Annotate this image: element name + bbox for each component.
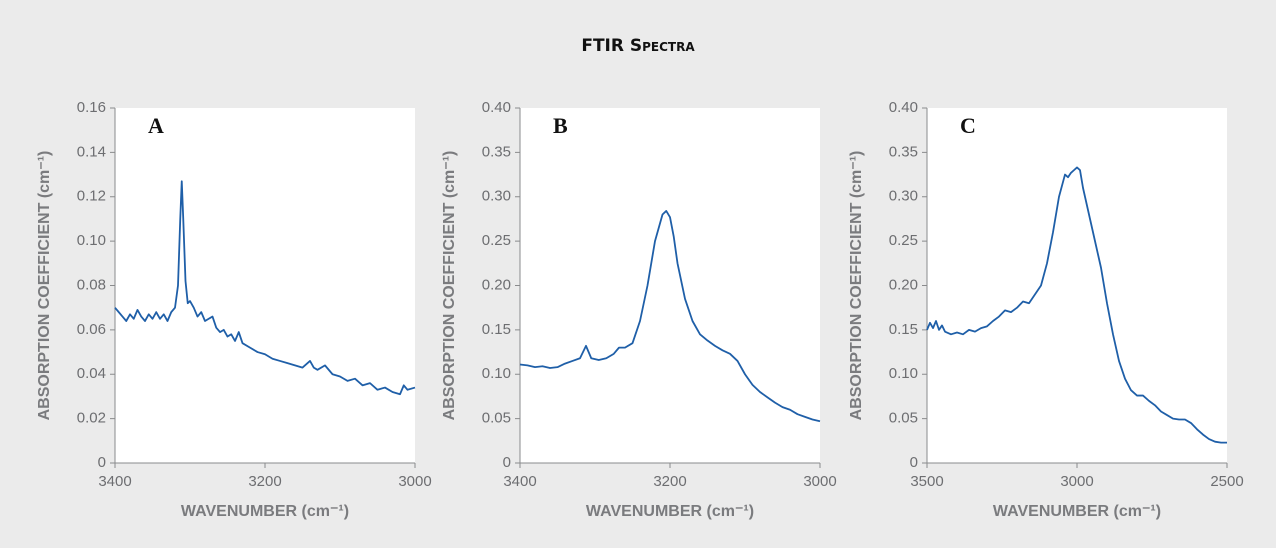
x-tick-label: 3000 (1060, 473, 1093, 490)
y-tick-label: 0 (910, 454, 918, 471)
y-tick-label: 0.15 (482, 321, 511, 338)
figure-title: FTIR Spectra (581, 36, 695, 56)
panel-label: B (553, 113, 568, 138)
x-tick-label: 3200 (248, 473, 281, 490)
y-tick-label: 0.30 (482, 188, 511, 205)
y-tick-label: 0 (98, 454, 106, 471)
x-tick-label: 2500 (1210, 473, 1243, 490)
y-tick-label: 0.08 (77, 276, 106, 293)
plot-area (927, 108, 1227, 463)
plot-area (520, 108, 820, 463)
y-tick-label: 0.35 (482, 143, 511, 160)
y-tick-label: 0.10 (482, 365, 511, 382)
x-axis-label: WAVENUMBER (cm⁻¹) (993, 503, 1161, 520)
spectrum-line (519, 210, 821, 423)
x-axis-label: WAVENUMBER (cm⁻¹) (586, 503, 754, 520)
x-tick-label: 3500 (910, 473, 943, 490)
x-axis-label: WAVENUMBER (cm⁻¹) (181, 503, 349, 520)
plot-area (115, 108, 415, 463)
y-axis-label: ABSORPTION COEFFICIENT (cm⁻¹) (36, 151, 53, 421)
y-tick-label: 0.05 (482, 410, 511, 427)
y-tick-label: 0 (503, 454, 511, 471)
y-tick-label: 0.12 (77, 188, 106, 205)
y-tick-label: 0.15 (889, 321, 918, 338)
y-tick-label: 0.06 (77, 321, 106, 338)
y-tick-label: 0.25 (482, 232, 511, 249)
x-tick-label: 3000 (398, 473, 431, 490)
y-tick-label: 0.02 (77, 410, 106, 427)
x-tick-label: 3400 (98, 473, 131, 490)
x-tick-label: 3400 (503, 473, 536, 490)
panel-label: C (960, 113, 976, 138)
y-tick-label: 0.10 (77, 232, 106, 249)
y-tick-label: 0.30 (889, 188, 918, 205)
y-tick-label: 0.14 (77, 143, 106, 160)
y-tick-label: 0.10 (889, 365, 918, 382)
y-tick-label: 0.25 (889, 232, 918, 249)
x-tick-label: 3000 (803, 473, 836, 490)
x-tick-label: 3200 (653, 473, 686, 490)
spectrum-line (114, 180, 416, 396)
y-tick-label: 0.40 (889, 99, 918, 116)
y-tick-label: 0.16 (77, 99, 106, 116)
y-axis-label: ABSORPTION COEFFICIENT (cm⁻¹) (848, 151, 865, 421)
y-tick-label: 0.20 (482, 276, 511, 293)
y-tick-label: 0.04 (77, 365, 106, 382)
y-axis-label: ABSORPTION COEFFICIENT (cm⁻¹) (441, 151, 458, 421)
panel-label: A (148, 113, 164, 138)
y-tick-label: 0.35 (889, 143, 918, 160)
y-tick-label: 0.40 (482, 99, 511, 116)
y-tick-label: 0.05 (889, 410, 918, 427)
y-tick-label: 0.20 (889, 276, 918, 293)
spectrum-line (926, 166, 1227, 444)
